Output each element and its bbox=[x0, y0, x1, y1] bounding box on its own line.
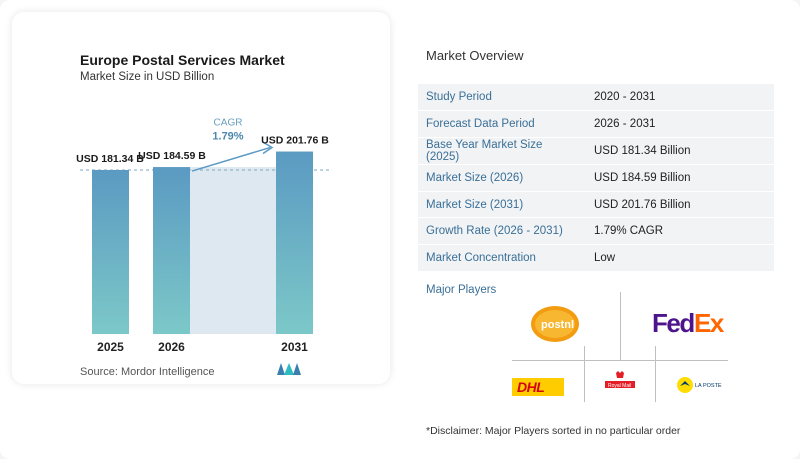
source-text: Source: Mordor Intelligence bbox=[80, 366, 215, 378]
table-row: Forecast Data Period 2026 - 2031 bbox=[418, 110, 774, 139]
postnl-logo: postnl bbox=[531, 306, 579, 342]
svg-text:Royal Mail: Royal Mail bbox=[608, 383, 631, 389]
table-row: Growth Rate (2026 - 2031) 1.79% CAGR bbox=[418, 217, 774, 246]
table-row: Market Concentration Low bbox=[418, 244, 774, 273]
svg-text:Fed: Fed bbox=[652, 308, 694, 338]
cagr-value: 1.79% bbox=[212, 131, 243, 143]
row-key: Market Size (2026) bbox=[418, 164, 586, 192]
svg-text:LA POSTE: LA POSTE bbox=[695, 383, 722, 389]
row-key: Market Concentration bbox=[418, 244, 586, 273]
row-value: USD 201.76 Billion bbox=[586, 191, 774, 219]
row-key: Study Period bbox=[418, 84, 586, 112]
la-poste-logo: LA POSTE bbox=[677, 377, 722, 393]
cagr-arrow-line bbox=[191, 146, 271, 172]
mordor-intelligence-logo-icon bbox=[277, 363, 301, 375]
chart-subtitle: Market Size in USD Billion bbox=[80, 71, 215, 83]
x-tick-label-2031: 2031 bbox=[281, 340, 308, 354]
dhl-logo: DHL bbox=[512, 378, 564, 396]
growth-band bbox=[190, 167, 276, 334]
chart-title: Europe Postal Services Market bbox=[80, 52, 285, 68]
value-label-2025: USD 181.34 B bbox=[76, 153, 144, 165]
market-overview-title: Market Overview bbox=[426, 48, 524, 63]
row-value: 1.79% CAGR bbox=[586, 217, 774, 246]
table-row: Market Size (2031) USD 201.76 Billion bbox=[418, 191, 774, 219]
table-row: Study Period 2020 - 2031 bbox=[418, 84, 774, 112]
x-tick-label-2025: 2025 bbox=[97, 340, 124, 354]
grid-divider bbox=[584, 346, 585, 402]
fedex-logo: Fed Ex . bbox=[652, 308, 726, 338]
market-overview-table: Study Period 2020 - 2031 Forecast Data Pe… bbox=[418, 84, 774, 273]
svg-text:Ex: Ex bbox=[694, 308, 725, 338]
row-value: 2020 - 2031 bbox=[586, 84, 774, 112]
disclaimer-text: *Disclaimer: Major Players sorted in no … bbox=[426, 425, 681, 437]
postnl-text: postnl bbox=[541, 319, 574, 331]
value-label-2026: USD 184.59 B bbox=[138, 150, 206, 162]
bar-2025 bbox=[92, 170, 129, 334]
table-row: Base Year Market Size (2025) USD 181.34 B… bbox=[418, 137, 774, 165]
row-value: 2026 - 2031 bbox=[586, 110, 774, 139]
royal-mail-logo: Royal Mail bbox=[602, 370, 638, 394]
table-row: Market Size (2026) USD 184.59 Billion bbox=[418, 164, 774, 192]
row-key: Growth Rate (2026 - 2031) bbox=[418, 217, 586, 246]
major-players-label: Major Players bbox=[426, 284, 497, 296]
svg-text:DHL: DHL bbox=[517, 379, 544, 395]
value-label-2031: USD 201.76 B bbox=[261, 135, 329, 147]
row-value: USD 181.34 Billion bbox=[586, 137, 774, 165]
svg-text:.: . bbox=[720, 328, 722, 334]
grid-divider bbox=[512, 360, 728, 361]
grid-divider bbox=[620, 292, 621, 360]
x-tick-label-2026: 2026 bbox=[158, 340, 185, 354]
cagr-arrow-head bbox=[261, 140, 274, 155]
grid-divider bbox=[655, 346, 656, 402]
row-key: Market Size (2031) bbox=[418, 191, 586, 219]
cagr-label: CAGR bbox=[214, 118, 243, 129]
row-key: Forecast Data Period bbox=[418, 110, 586, 139]
row-value: USD 184.59 Billion bbox=[586, 164, 774, 192]
bar-2026 bbox=[153, 167, 190, 334]
bar-2031 bbox=[276, 151, 313, 334]
row-key: Base Year Market Size (2025) bbox=[418, 137, 586, 165]
row-value: Low bbox=[586, 244, 774, 273]
